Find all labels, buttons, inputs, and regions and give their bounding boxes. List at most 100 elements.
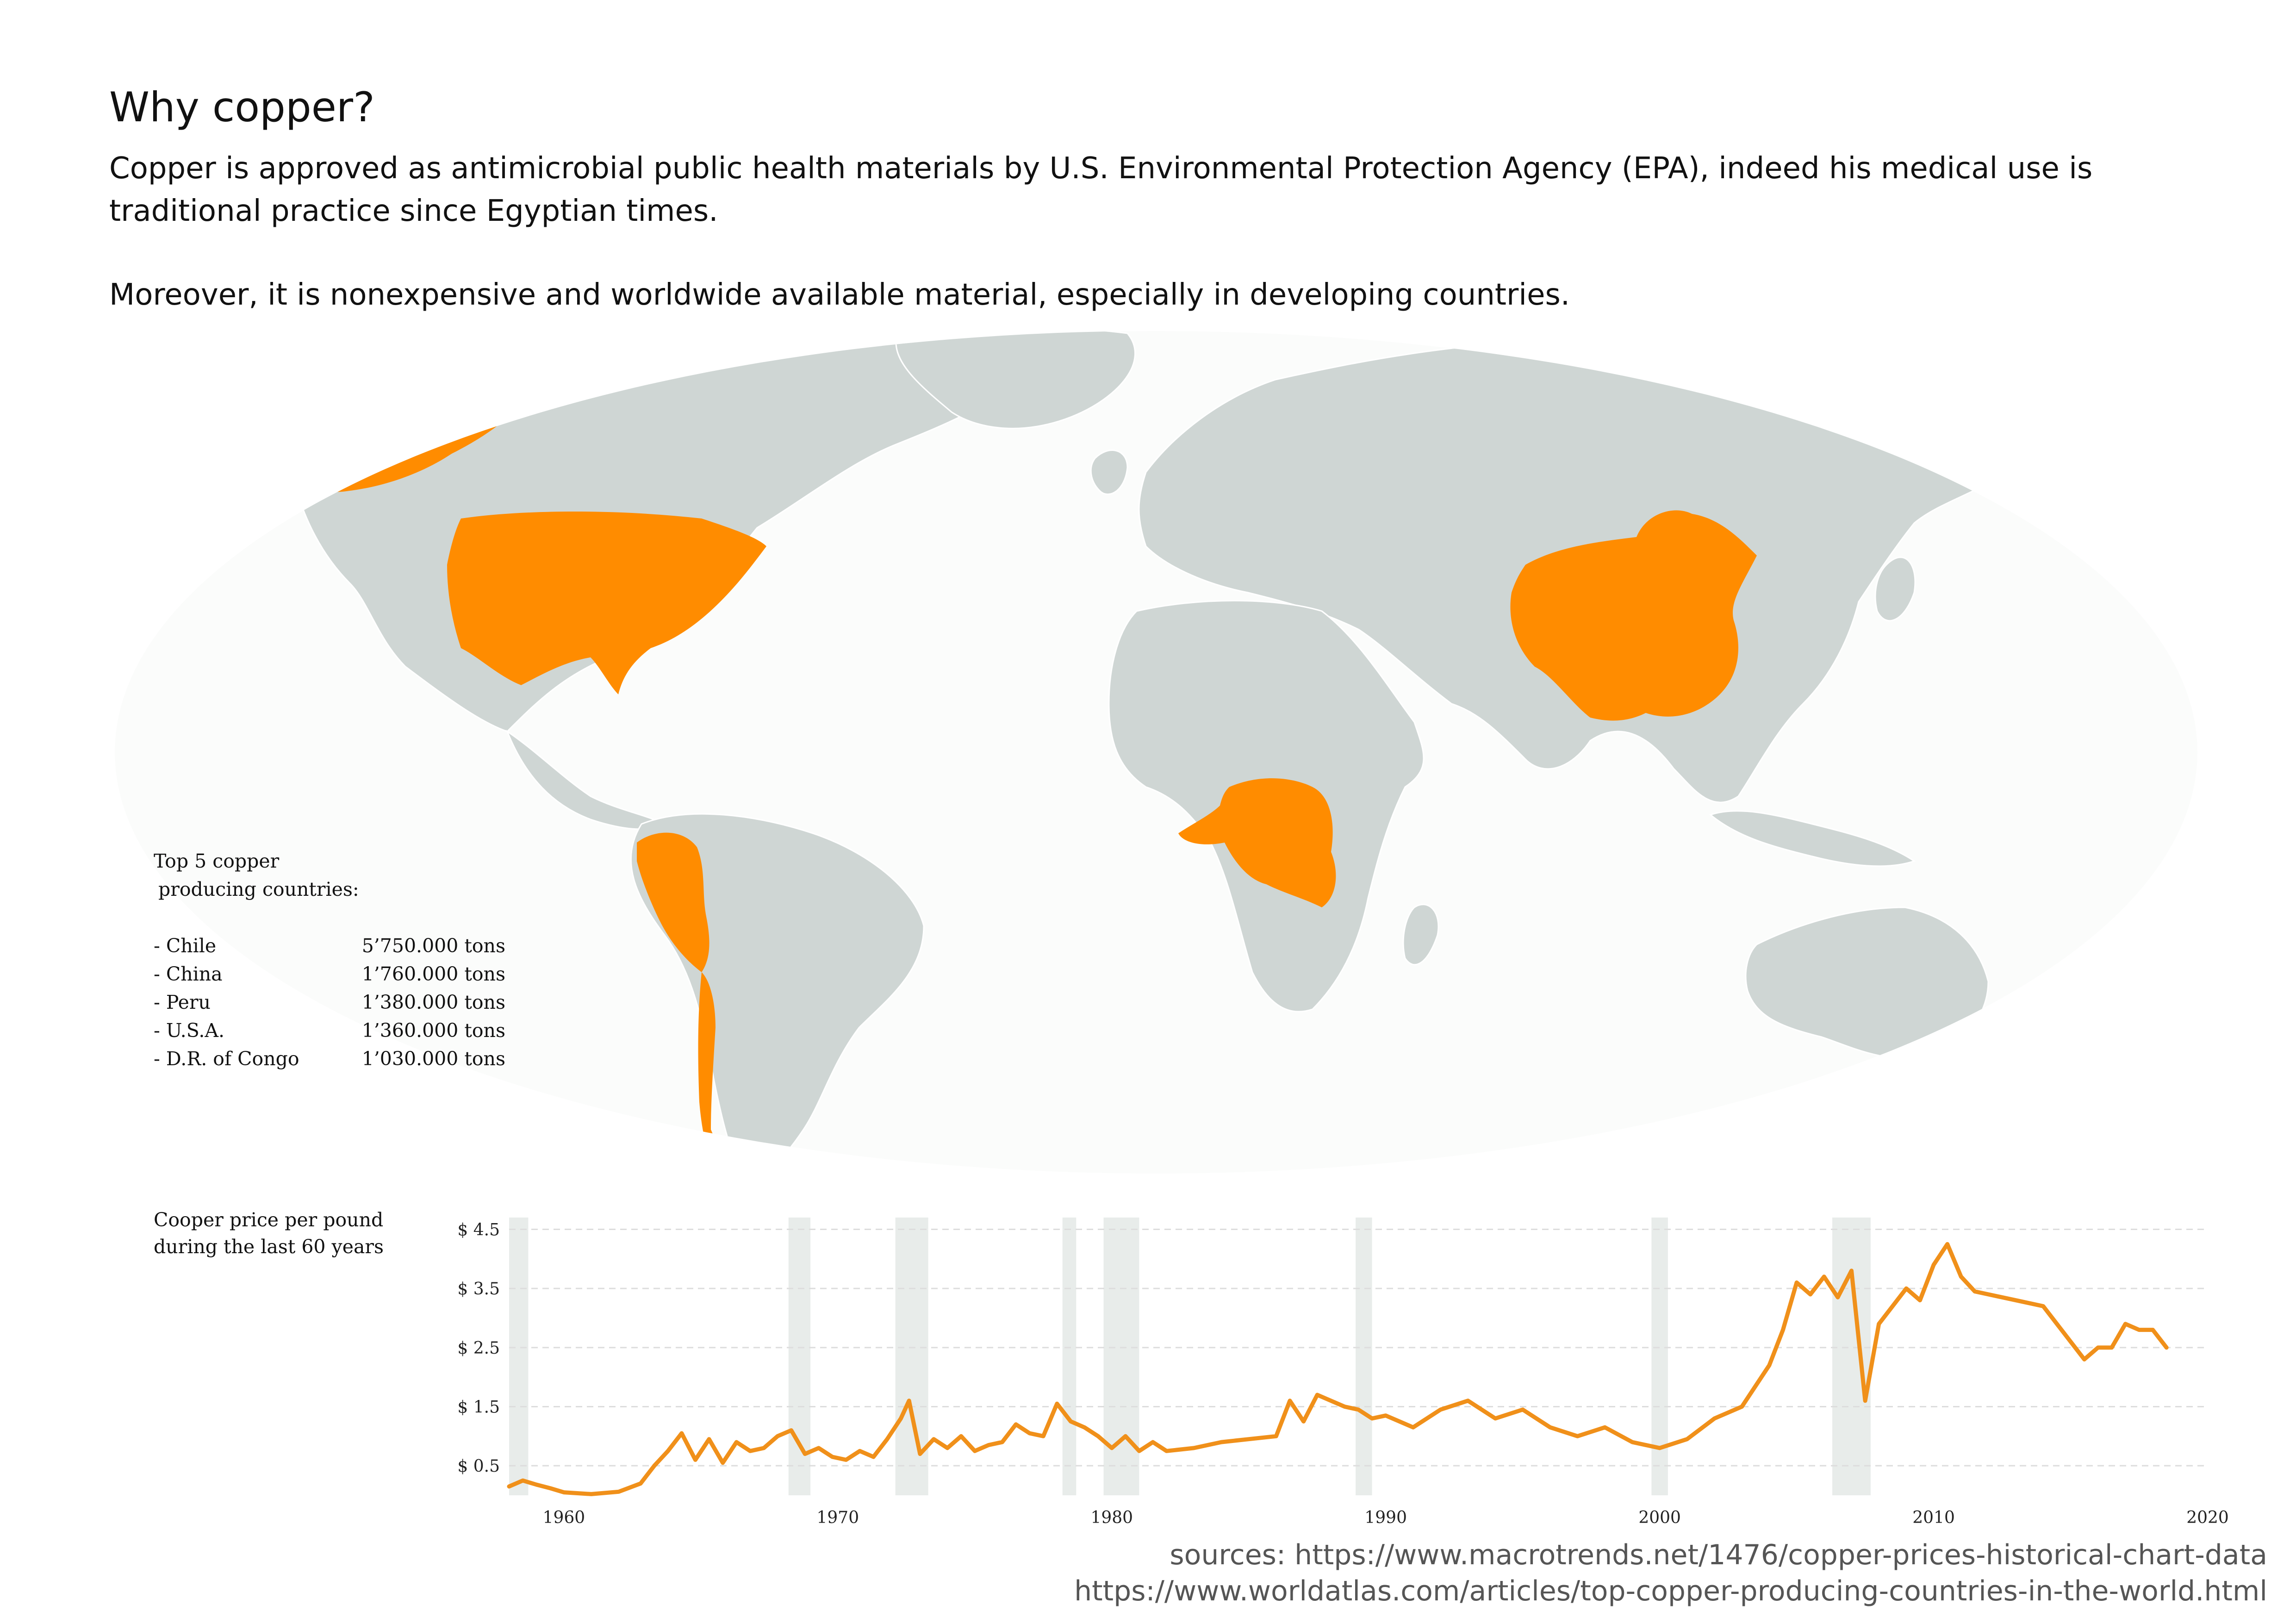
price-point <box>959 1434 963 1438</box>
legend-value: 5’750.000 tons <box>361 935 505 957</box>
price-point <box>1972 1289 1977 1293</box>
legend-country: - U.S.A. <box>154 1019 225 1042</box>
usa-highlight <box>447 512 766 694</box>
page-title: Why copper? <box>109 83 375 131</box>
price-point <box>2014 1298 2018 1302</box>
price-point <box>1220 1440 1224 1444</box>
price-point <box>1274 1434 1278 1438</box>
drc-highlight <box>1178 778 1336 907</box>
price-point <box>548 1486 552 1490</box>
price-point <box>2165 1345 2169 1349</box>
recession-band <box>1832 1218 1871 1495</box>
price-point <box>1123 1434 1127 1438</box>
price-point <box>721 1461 725 1465</box>
price-point <box>562 1490 566 1494</box>
recession-band <box>1062 1218 1076 1495</box>
price-point <box>946 1446 950 1450</box>
legend-row-china: - China 1’760.000 tons <box>154 960 505 988</box>
price-point <box>507 1484 511 1488</box>
price-point <box>639 1481 643 1486</box>
price-point <box>1712 1417 1717 1421</box>
japan-land <box>1874 556 1916 622</box>
price-point <box>816 1446 821 1450</box>
x-tick-label: 2010 <box>1912 1508 1955 1527</box>
price-point <box>1918 1298 1922 1302</box>
price-point <box>652 1464 656 1468</box>
y-tick-label: $ 1.5 <box>457 1398 500 1417</box>
price-point <box>521 1479 525 1483</box>
price-point <box>535 1483 539 1487</box>
legend-subheading: producing countries: <box>158 878 359 900</box>
legend-country: - Peru <box>154 991 211 1013</box>
price-point <box>1329 1399 1333 1403</box>
price-point <box>1411 1425 1415 1430</box>
price-point <box>1808 1292 1812 1296</box>
legend-country: - China <box>154 963 223 985</box>
intro-paragraph: Copper is approved as antimicrobial publ… <box>109 151 2093 228</box>
recession-band <box>509 1218 529 1495</box>
peru-highlight <box>637 832 709 972</box>
price-point <box>1849 1268 1854 1273</box>
recession-band <box>788 1218 811 1495</box>
legend-heading: Top 5 copper <box>154 850 280 872</box>
price-point <box>776 1434 780 1438</box>
price-point <box>1288 1399 1292 1403</box>
legend-value: 1’360.000 tons <box>361 1019 505 1042</box>
price-point <box>1986 1292 1991 1296</box>
price-point <box>666 1449 670 1453</box>
price-point <box>2123 1322 2128 1326</box>
x-tick-label: 1970 <box>817 1508 859 1527</box>
price-point <box>1370 1417 1374 1421</box>
price-point <box>973 1449 977 1453</box>
price-point <box>2096 1345 2100 1349</box>
price-point <box>1959 1274 1963 1279</box>
legend-country: - Chile <box>154 935 217 957</box>
y-tick-label: $ 2.5 <box>457 1339 500 1358</box>
price-point <box>1781 1328 1785 1332</box>
price-point <box>1027 1431 1032 1435</box>
x-tick-label: 1960 <box>543 1508 585 1527</box>
price-line <box>507 1242 2169 1496</box>
chile-highlight <box>698 972 757 1174</box>
price-point <box>1192 1446 1196 1450</box>
price-point <box>679 1431 684 1435</box>
legend-value: 1’030.000 tons <box>361 1048 505 1070</box>
price-point <box>1247 1437 1251 1441</box>
legend-row-chile: - Chile 5’750.000 tons <box>154 932 505 960</box>
price-point <box>885 1437 889 1441</box>
price-point <box>830 1455 834 1459</box>
x-tick-label: 2020 <box>2186 1508 2229 1527</box>
price-point <box>1110 1446 1114 1450</box>
price-point <box>871 1455 876 1459</box>
price-point <box>932 1437 936 1441</box>
legend-country: - D.R. of Congo <box>154 1048 299 1070</box>
price-point <box>1891 1304 1895 1308</box>
price-point <box>762 1446 766 1450</box>
recession-band <box>1651 1218 1668 1495</box>
price-point <box>1438 1407 1443 1412</box>
uk-land <box>1090 450 1128 495</box>
price-point <box>2082 1357 2086 1362</box>
price-point <box>858 1449 862 1453</box>
x-tick-label: 1980 <box>1090 1508 1133 1527</box>
price-point <box>1041 1434 1045 1438</box>
greenland-land <box>895 331 1136 429</box>
price-point <box>1685 1437 1689 1441</box>
price-point <box>1014 1422 1018 1426</box>
price-point <box>1301 1419 1306 1424</box>
price-point <box>899 1417 903 1421</box>
world-map <box>115 331 2197 1174</box>
madagascar-land <box>1402 904 1439 966</box>
y-tick-label: $ 0.5 <box>457 1457 500 1476</box>
price-point <box>1767 1363 1771 1368</box>
price-point <box>616 1490 621 1494</box>
price-point <box>1904 1287 1908 1291</box>
price-point <box>2109 1345 2114 1349</box>
legend-value: 1’760.000 tons <box>361 963 505 985</box>
price-point <box>2041 1304 2045 1308</box>
price-point <box>1384 1413 1388 1418</box>
y-tick-label: $ 3.5 <box>457 1280 500 1299</box>
price-point <box>693 1458 697 1462</box>
x-tick-label: 2000 <box>1638 1508 1681 1527</box>
price-point <box>1863 1399 1867 1403</box>
